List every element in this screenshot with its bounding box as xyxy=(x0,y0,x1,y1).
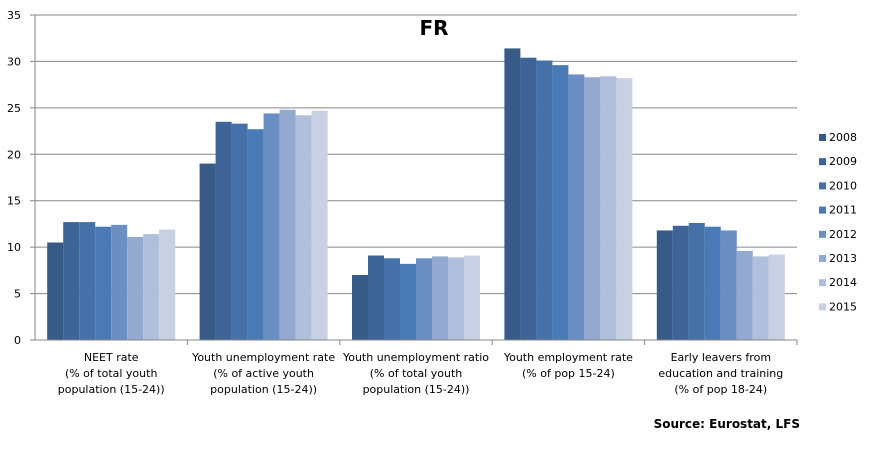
bar-2015 xyxy=(464,255,480,340)
legend-swatch-2015 xyxy=(819,303,826,311)
y-tick-label: 25 xyxy=(7,102,21,115)
bar-2014 xyxy=(295,115,312,341)
x-tick-label: population (15-24)) xyxy=(210,383,317,396)
bar-2012 xyxy=(111,224,128,340)
bar-2012 xyxy=(720,230,737,340)
bar-2014 xyxy=(448,257,464,340)
x-tick-label: Youth unemployment rate xyxy=(191,351,335,364)
bar-2009 xyxy=(672,225,689,340)
legend-label: 2013 xyxy=(829,252,857,265)
y-tick-label: 15 xyxy=(7,195,21,208)
bar-2013 xyxy=(127,236,144,340)
bar-2015 xyxy=(616,78,633,341)
legend-swatch-2009 xyxy=(819,158,826,166)
bar-2010 xyxy=(384,258,400,340)
bar-2012 xyxy=(263,113,280,340)
x-tick-label: Youth unemployment ratio xyxy=(342,351,489,364)
x-tick-label: (% of total youth xyxy=(65,367,158,380)
bar-2014 xyxy=(752,256,769,340)
y-tick-label: 30 xyxy=(7,55,21,68)
legend-label: 2008 xyxy=(829,131,857,144)
bar-2010 xyxy=(79,222,96,340)
x-tick-label: (% of active youth xyxy=(213,367,314,380)
y-tick-label: 20 xyxy=(7,148,21,161)
legend-label: 2011 xyxy=(829,204,857,217)
bar-2010 xyxy=(688,223,705,340)
bar-2011 xyxy=(552,65,569,341)
bar-2010 xyxy=(231,123,248,341)
bar-2013 xyxy=(584,77,601,340)
legend-swatch-2010 xyxy=(819,182,826,190)
legend: 2008 2009 2010 2011 2012 2013 2014 2015 xyxy=(819,131,857,313)
source-note: Source: Eurostat, LFS xyxy=(654,417,800,431)
y-tick-label: 0 xyxy=(14,334,21,347)
bar-2008 xyxy=(352,275,368,340)
axes: 0 5 10 15 20 25 30 35 NEET rate (% of total youth… xyxy=(7,9,798,396)
bar-2008 xyxy=(47,242,64,340)
legend-label: 2010 xyxy=(829,179,857,192)
bar-2009 xyxy=(215,121,232,341)
bar-2009 xyxy=(63,222,80,340)
legend-label: 2014 xyxy=(829,276,857,289)
x-tick-label: Youth employment rate xyxy=(503,351,633,364)
bar-2011 xyxy=(95,226,112,340)
x-tick-label: population (15-24)) xyxy=(58,383,165,396)
bar-2011 xyxy=(704,226,721,340)
bar-2013 xyxy=(736,250,753,340)
bar-2008 xyxy=(199,163,216,340)
chart-title: FR xyxy=(419,16,448,40)
bar-2012 xyxy=(416,258,432,340)
x-tick-label: population (15-24)) xyxy=(363,383,470,396)
bar-2011 xyxy=(400,263,416,340)
bar-2013 xyxy=(432,256,448,340)
bars xyxy=(47,48,785,341)
bar-2011 xyxy=(247,129,264,340)
bar-2014 xyxy=(143,234,160,340)
legend-swatch-2013 xyxy=(819,255,826,262)
legend-swatch-2012 xyxy=(819,230,826,238)
x-tick-label: NEET rate xyxy=(84,351,139,364)
legend-swatch-2014 xyxy=(819,279,826,287)
bar-2013 xyxy=(279,109,296,340)
bar-2008 xyxy=(656,230,673,340)
legend-label: 2015 xyxy=(829,300,857,313)
bar-2014 xyxy=(600,76,617,341)
x-tick-label: Early leavers from xyxy=(671,351,771,364)
bar-2008 xyxy=(504,48,521,341)
y-tick-label: 5 xyxy=(14,288,21,301)
x-tick-label: (% of pop 15-24) xyxy=(522,367,615,380)
y-tick-label: 10 xyxy=(7,241,21,254)
bar-2010 xyxy=(536,60,553,340)
legend-swatch-2011 xyxy=(819,206,826,214)
y-tick-label: 35 xyxy=(7,9,21,22)
bar-2015 xyxy=(768,254,785,340)
x-tick-label: education and training xyxy=(658,367,783,380)
legend-label: 2009 xyxy=(829,155,857,168)
bar-2015 xyxy=(311,110,328,341)
x-tick-label: (% of total youth xyxy=(370,367,463,380)
bar-2015 xyxy=(159,229,176,340)
bar-2009 xyxy=(520,57,537,340)
legend-label: 2012 xyxy=(829,228,857,241)
bar-2012 xyxy=(568,74,585,340)
bar-2009 xyxy=(368,255,384,340)
x-tick-label: (% of pop 18-24) xyxy=(674,383,767,396)
legend-swatch-2008 xyxy=(819,134,826,141)
